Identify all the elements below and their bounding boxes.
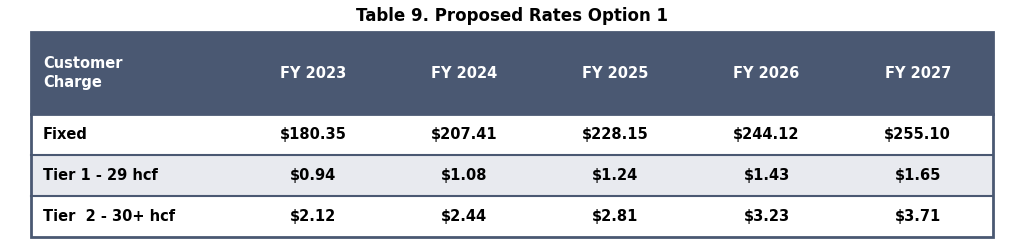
Text: $255.10: $255.10 bbox=[885, 127, 951, 142]
Bar bbox=[31, 155, 993, 196]
Text: Table 9. Proposed Rates Option 1: Table 9. Proposed Rates Option 1 bbox=[356, 7, 668, 25]
Text: $1.24: $1.24 bbox=[592, 168, 639, 183]
Text: FY 2023: FY 2023 bbox=[281, 66, 346, 81]
Text: $2.12: $2.12 bbox=[290, 209, 336, 224]
Text: FY 2026: FY 2026 bbox=[733, 66, 800, 81]
Text: $1.65: $1.65 bbox=[895, 168, 941, 183]
Text: FY 2027: FY 2027 bbox=[885, 66, 951, 81]
Bar bbox=[31, 32, 993, 237]
Text: $1.08: $1.08 bbox=[441, 168, 487, 183]
Text: FY 2025: FY 2025 bbox=[583, 66, 648, 81]
Text: $3.71: $3.71 bbox=[895, 209, 941, 224]
Bar bbox=[31, 196, 993, 237]
Text: $3.23: $3.23 bbox=[743, 209, 790, 224]
Text: $2.44: $2.44 bbox=[441, 209, 487, 224]
Text: $228.15: $228.15 bbox=[582, 127, 649, 142]
Bar bbox=[31, 114, 993, 155]
Text: FY 2024: FY 2024 bbox=[431, 66, 498, 81]
Text: $1.43: $1.43 bbox=[743, 168, 790, 183]
Text: Tier  2 - 30+ hcf: Tier 2 - 30+ hcf bbox=[43, 209, 175, 224]
Text: Customer
Charge: Customer Charge bbox=[43, 56, 123, 90]
Text: $180.35: $180.35 bbox=[280, 127, 347, 142]
Text: Tier 1 - 29 hcf: Tier 1 - 29 hcf bbox=[43, 168, 158, 183]
Text: Fixed: Fixed bbox=[43, 127, 88, 142]
Text: $2.81: $2.81 bbox=[592, 209, 639, 224]
Text: $244.12: $244.12 bbox=[733, 127, 800, 142]
Text: $207.41: $207.41 bbox=[431, 127, 498, 142]
Text: $0.94: $0.94 bbox=[290, 168, 336, 183]
Bar bbox=[31, 32, 993, 114]
